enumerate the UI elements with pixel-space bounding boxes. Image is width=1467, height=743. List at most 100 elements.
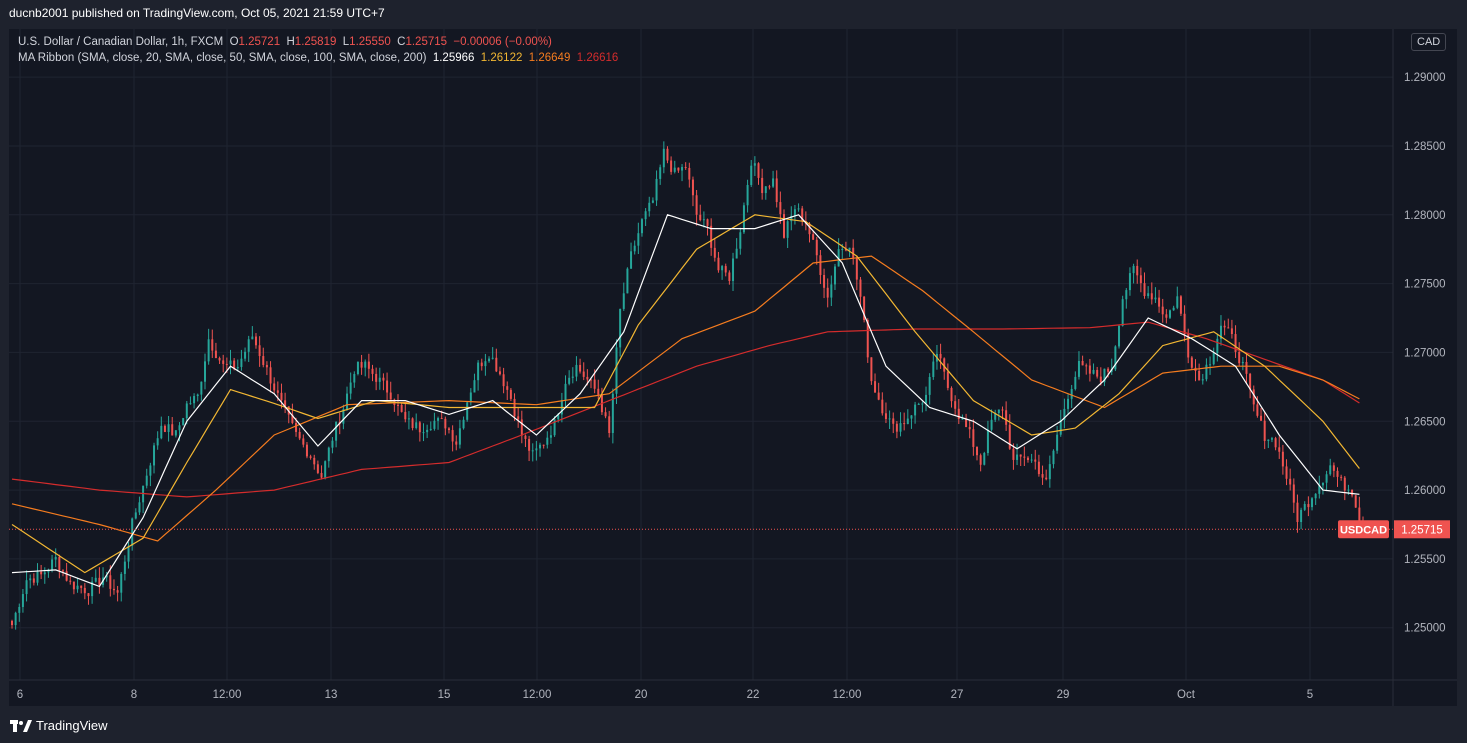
candle-body	[1048, 464, 1051, 480]
indicator-legend[interactable]: MA Ribbon (SMA, close, 20, SMA, close, 5…	[18, 51, 618, 65]
time-tick-label: 27	[951, 689, 964, 701]
candle-body	[571, 376, 574, 378]
candle-body	[841, 249, 844, 251]
candle-body	[1332, 465, 1335, 471]
candle-body	[1321, 482, 1324, 486]
open-label: O	[229, 36, 239, 48]
high-label: H	[286, 36, 295, 48]
candle-body	[254, 336, 257, 346]
candle-body	[742, 205, 745, 233]
candle-body	[462, 419, 465, 429]
candle-body	[112, 588, 115, 591]
candle-body	[98, 577, 101, 585]
time-tick-label: 6	[17, 689, 23, 701]
candle-body	[914, 404, 917, 416]
candle-body	[655, 178, 658, 201]
candle-body	[120, 573, 123, 593]
candle-body	[619, 308, 622, 348]
low-label: L	[342, 36, 350, 48]
candle-body	[724, 266, 727, 273]
candle-body	[986, 429, 989, 453]
candle-body	[786, 221, 789, 238]
candle-body	[1037, 461, 1040, 475]
candle-body	[1012, 448, 1015, 460]
candle-body	[783, 214, 785, 238]
candle-body	[36, 571, 39, 583]
candle-body	[1067, 398, 1070, 409]
candle-body	[681, 167, 684, 171]
candle-body	[695, 195, 698, 215]
candle-body	[1318, 485, 1321, 494]
candle-body	[957, 408, 960, 419]
candle-body	[1161, 306, 1164, 315]
candle-body	[1351, 489, 1354, 496]
candle-body	[1343, 477, 1346, 491]
candle-body	[1136, 265, 1139, 276]
candle-body	[11, 620, 13, 626]
candle-body	[1209, 364, 1212, 366]
candle-body	[1125, 290, 1128, 300]
candle-body	[728, 272, 731, 282]
candle-body	[1281, 451, 1284, 467]
candle-body	[539, 444, 542, 449]
candle-body	[1063, 408, 1066, 420]
candle-body	[76, 585, 79, 590]
candle-body	[848, 247, 851, 251]
candle-body	[477, 362, 480, 381]
publisher-info: ducnb2001 published on TradingView.com, …	[9, 6, 385, 20]
time-tick-label: 12:00	[523, 689, 552, 701]
candle-body	[1045, 477, 1048, 480]
candle-body	[1016, 454, 1019, 460]
candle-body	[1150, 293, 1153, 300]
price-tick-label: 1.27500	[1404, 279, 1446, 291]
candle-body	[174, 430, 177, 436]
candle-body	[371, 368, 374, 374]
candle-body	[116, 590, 119, 593]
candle-body	[870, 357, 873, 382]
candle-body	[1172, 307, 1175, 311]
time-tick-label: 8	[131, 689, 137, 701]
time-tick-label: 12:00	[833, 689, 862, 701]
ma200-line	[11, 321, 1360, 498]
tradingview-logo[interactable]: TradingView	[10, 718, 108, 733]
candle-body	[171, 424, 174, 436]
time-tick-label: 29	[1057, 689, 1070, 701]
candle-body	[892, 418, 895, 424]
price-tick-label: 1.26000	[1404, 485, 1446, 497]
candle-body	[353, 374, 356, 383]
candle-body	[684, 167, 687, 169]
candle-body	[149, 465, 152, 476]
candle-body	[244, 351, 247, 359]
candle-body	[943, 358, 946, 372]
candle-body	[1103, 368, 1106, 383]
candle-body	[1336, 470, 1339, 477]
candle-body	[284, 400, 287, 407]
candle-body	[1249, 373, 1252, 390]
candle-body	[735, 248, 738, 259]
candle-body	[779, 202, 782, 215]
candle-body	[65, 571, 68, 581]
ma200-value: 1.26616	[576, 52, 619, 64]
candle-body	[520, 419, 523, 436]
candle-body	[1311, 498, 1314, 508]
candle-body	[932, 361, 935, 378]
candle-body	[214, 350, 217, 359]
chart-area[interactable]: 1.25000 1.25500 1.26000 1.26500 1.27000 1.275…	[9, 29, 1457, 706]
price-chart[interactable]: 1.25000 1.25500 1.26000 1.26500 1.27000 1.275…	[9, 29, 1457, 706]
candle-body	[313, 457, 316, 465]
candle-body	[320, 472, 323, 478]
candle-body	[1325, 474, 1328, 483]
candle-body	[222, 360, 225, 364]
candle-body	[134, 512, 137, 519]
candle-body	[43, 572, 46, 575]
candle-body	[1169, 310, 1171, 318]
candle-body	[1347, 489, 1350, 491]
candle-body	[1107, 368, 1110, 372]
candle-body	[94, 577, 97, 582]
candle-body	[710, 225, 713, 248]
candle-body	[327, 447, 330, 462]
candle-body	[69, 580, 72, 582]
candle-body	[1300, 509, 1303, 523]
symbol-tag-bg	[1338, 520, 1389, 539]
currency-button[interactable]: CAD	[1411, 33, 1447, 51]
